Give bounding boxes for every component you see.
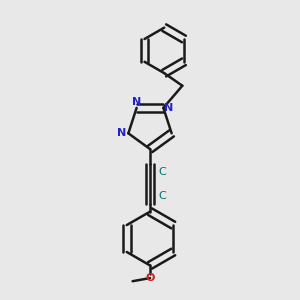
- Text: N: N: [132, 97, 141, 107]
- Text: C: C: [158, 191, 166, 201]
- Text: N: N: [117, 128, 126, 138]
- Text: C: C: [158, 167, 166, 177]
- Text: O: O: [145, 273, 155, 283]
- Text: N: N: [164, 103, 174, 113]
